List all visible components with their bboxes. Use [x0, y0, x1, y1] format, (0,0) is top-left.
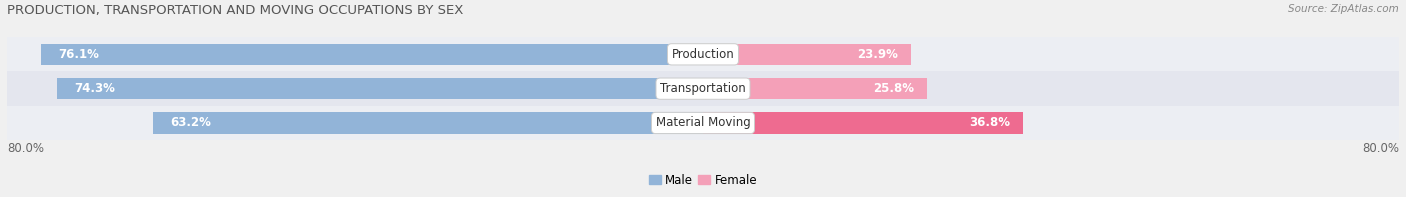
Text: PRODUCTION, TRANSPORTATION AND MOVING OCCUPATIONS BY SEX: PRODUCTION, TRANSPORTATION AND MOVING OC…	[7, 4, 464, 17]
Text: Material Moving: Material Moving	[655, 116, 751, 129]
Text: 36.8%: 36.8%	[969, 116, 1010, 129]
Text: 25.8%: 25.8%	[873, 82, 914, 95]
Bar	[41, 44, 703, 65]
Legend: Male, Female: Male, Female	[644, 169, 762, 191]
Text: 80.0%: 80.0%	[1362, 142, 1399, 155]
Bar	[703, 44, 911, 65]
Bar	[7, 37, 1399, 72]
Bar	[56, 78, 703, 99]
Bar	[7, 72, 1399, 106]
Text: Production: Production	[672, 48, 734, 61]
Text: 76.1%: 76.1%	[59, 48, 100, 61]
Text: Source: ZipAtlas.com: Source: ZipAtlas.com	[1288, 4, 1399, 14]
Text: 74.3%: 74.3%	[75, 82, 115, 95]
Bar	[7, 106, 1399, 140]
Bar	[703, 78, 928, 99]
Bar	[703, 112, 1024, 134]
Bar	[153, 112, 703, 134]
Text: 63.2%: 63.2%	[170, 116, 211, 129]
Text: 80.0%: 80.0%	[7, 142, 44, 155]
Text: Transportation: Transportation	[661, 82, 745, 95]
Text: 23.9%: 23.9%	[858, 48, 898, 61]
